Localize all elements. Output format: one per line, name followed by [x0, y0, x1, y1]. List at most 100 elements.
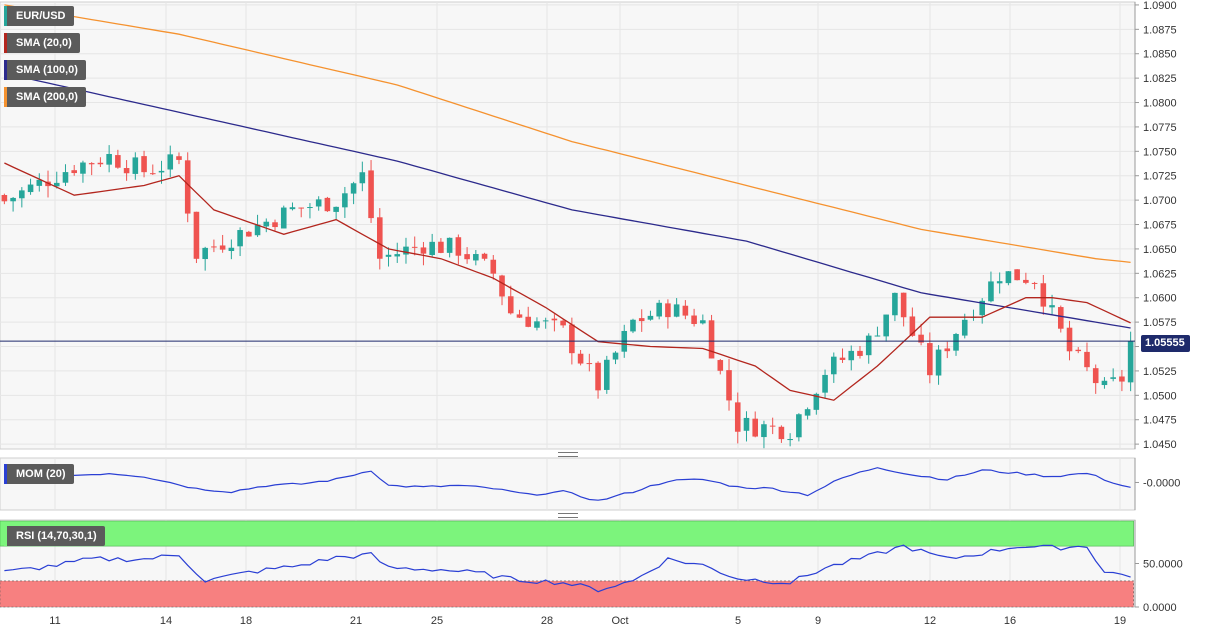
y-tick-label: 1.0850: [1143, 49, 1177, 61]
candle-body: [691, 315, 697, 324]
candle-body: [944, 348, 951, 352]
candle-body: [158, 170, 165, 173]
candle-body: [237, 230, 243, 247]
pane-resize-handle-momentum[interactable]: [558, 452, 578, 457]
candle-body: [71, 170, 78, 174]
candle-body: [307, 207, 313, 209]
price-pane-background: [0, 1, 1136, 450]
momentum-pane-background: [0, 457, 1136, 511]
pane-resize-handle-rsi[interactable]: [558, 513, 578, 518]
candle-body: [813, 393, 820, 410]
y-tick-label: 1.0775: [1143, 122, 1177, 134]
candle-body: [717, 360, 724, 371]
legend-sma200[interactable]: SMA (200,0): [4, 87, 86, 107]
y-tick-label: 1.0700: [1143, 195, 1177, 207]
candle-body: [481, 253, 488, 259]
candle-body: [778, 426, 785, 440]
candle-body: [726, 370, 732, 401]
candle-body: [612, 352, 619, 360]
candle-body: [1110, 377, 1116, 379]
candle-body: [289, 207, 296, 210]
candle-body: [516, 314, 523, 318]
candle-body: [1101, 380, 1108, 386]
candle-body: [848, 350, 855, 361]
sma200-line: [4, 4, 1131, 264]
legend-eurusd[interactable]: EUR/USD: [4, 6, 74, 26]
price-pane[interactable]: 1.0900 1.0875 1.0850 1.0825 1.0800 1.0775 1.07…: [0, 0, 1177, 451]
candle-body: [1127, 341, 1134, 383]
candle-body: [909, 316, 916, 336]
y-tick-label: 1.0525: [1143, 366, 1177, 378]
candle-body: [202, 247, 208, 260]
candle-body: [586, 363, 593, 365]
rsi-overbought-zone: [0, 520, 1134, 547]
candle-body: [368, 170, 374, 219]
legend-sma100[interactable]: SMA (100,0): [4, 60, 86, 80]
x-axis: 11 14 18 21 25 28 Oct 5 9 12 16 19: [49, 615, 1126, 627]
candle-body: [1066, 327, 1073, 352]
candle-body: [996, 281, 1003, 284]
legend-swatch-eurusd: [4, 6, 7, 26]
legend-rsi[interactable]: RSI (14,70,30,1): [4, 526, 105, 546]
candle-body: [935, 349, 942, 376]
candle-body: [1092, 368, 1099, 384]
x-tick-label: 5: [735, 615, 741, 627]
candle-body: [507, 296, 514, 314]
candle-body: [499, 275, 505, 297]
candle-body: [167, 154, 174, 170]
candle-body: [403, 246, 409, 255]
candle-body: [184, 160, 191, 214]
y-tick-label: 1.0625: [1143, 268, 1177, 280]
candle-body: [752, 418, 759, 437]
candle-body: [324, 197, 331, 212]
candle-body: [411, 246, 418, 248]
candle-body: [263, 221, 270, 227]
candle-body: [1119, 376, 1125, 382]
y-tick-label: 1.0900: [1143, 0, 1177, 12]
candle-body: [569, 324, 575, 354]
legend-sma200-label: SMA (200,0): [16, 91, 78, 103]
legend-swatch-rsi: [4, 526, 7, 546]
x-tick-label: 18: [240, 615, 252, 627]
candle-body: [176, 156, 182, 160]
y-tick-label: 1.0500: [1143, 390, 1177, 402]
momentum-line: [4, 467, 1131, 501]
momentum-pane[interactable]: -0.0000: [0, 457, 1180, 511]
candle-body: [595, 362, 601, 391]
candle-body: [761, 424, 767, 438]
x-tick-label: 25: [431, 615, 443, 627]
candle-body: [149, 173, 156, 175]
candle-body: [918, 334, 924, 343]
candle-body: [883, 314, 889, 337]
rsi-pane[interactable]: 50.0000 0.0000: [0, 519, 1183, 614]
legend-swatch-sma20: [4, 33, 7, 53]
candle-body: [394, 254, 401, 257]
y-tick-label: 1.0725: [1143, 171, 1177, 183]
candle-body: [525, 316, 532, 327]
sma20-line: [4, 162, 1131, 401]
candle-body: [211, 246, 217, 248]
candle-body: [892, 292, 898, 316]
candle-body: [19, 190, 25, 199]
candle-body: [446, 237, 453, 253]
legend-sma20[interactable]: SMA (20,0): [4, 33, 80, 53]
y-tick-label: 1.0875: [1143, 24, 1177, 36]
legend-rsi-label: RSI (14,70,30,1): [16, 530, 97, 542]
candle-body: [953, 333, 959, 351]
legend-mom[interactable]: MOM (20): [4, 464, 74, 484]
current-price-flag: 1.05555: [1141, 335, 1190, 352]
candle-body: [988, 281, 994, 302]
candle-body: [193, 211, 200, 259]
rsi-y-tick-label: 0.0000: [1143, 602, 1177, 614]
candle-body: [141, 156, 147, 173]
candle-body: [62, 172, 69, 183]
candle-body: [490, 259, 497, 274]
candle-body: [638, 318, 645, 322]
x-tick-label: 12: [924, 615, 936, 627]
candle-body: [961, 319, 968, 336]
candle-body: [429, 241, 435, 256]
candle-body: [822, 374, 828, 393]
y-tick-label: 1.0650: [1143, 244, 1177, 256]
candle-body: [1023, 279, 1029, 283]
